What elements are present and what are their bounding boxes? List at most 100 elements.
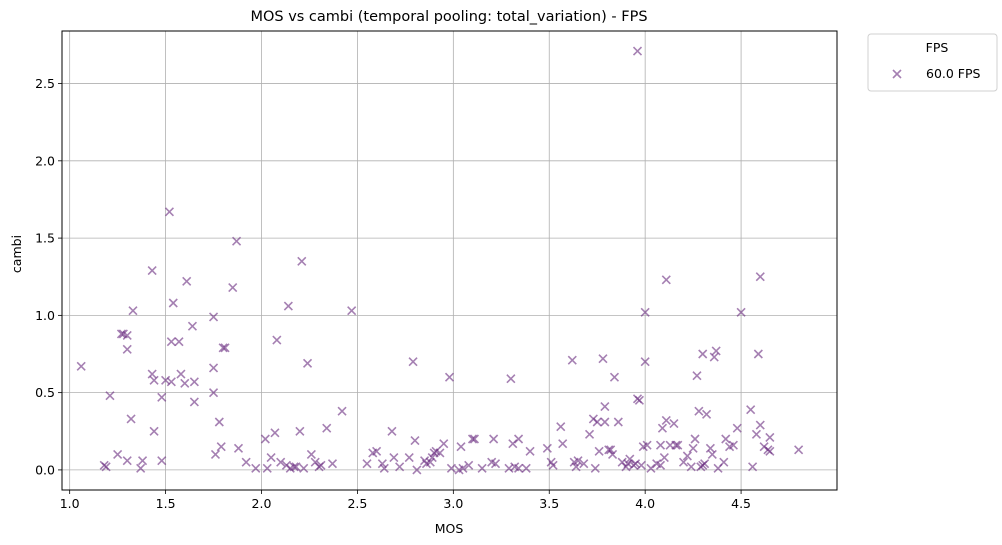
data-point (607, 449, 618, 460)
data-point (122, 344, 132, 354)
data-point (659, 452, 669, 463)
data-point (316, 460, 326, 470)
data-point (755, 272, 765, 282)
chart-title: MOS vs cambi (temporal pooling: total_va… (250, 9, 647, 25)
data-point (425, 457, 435, 467)
data-point (302, 358, 313, 368)
legend-title: FPS (926, 40, 949, 55)
data-point (289, 462, 299, 472)
data-point (571, 462, 581, 472)
y-tick-label: 1.0 (35, 308, 55, 323)
data-point (765, 432, 775, 443)
legend-marker (892, 69, 902, 79)
data-point (291, 462, 301, 472)
data-point (600, 417, 610, 427)
data-point (299, 463, 309, 473)
data-point (542, 443, 552, 453)
data-point (208, 388, 219, 398)
data-point (467, 434, 478, 444)
scatter-points (76, 46, 804, 475)
data-point (389, 452, 399, 463)
data-point (251, 463, 261, 473)
data-point (456, 442, 466, 452)
data-point (157, 392, 167, 402)
data-point (748, 462, 758, 472)
data-point (241, 457, 251, 467)
x-tick-label: 4.5 (731, 496, 751, 511)
data-point (322, 423, 332, 433)
data-point (657, 423, 667, 433)
data-point (600, 401, 610, 412)
data-point (166, 377, 176, 387)
data-point (379, 463, 389, 473)
data-point (272, 335, 282, 345)
data-point (678, 457, 689, 467)
data-point (694, 406, 704, 416)
data-point (260, 434, 270, 444)
data-point (208, 363, 219, 373)
data-point (404, 452, 414, 463)
data-point (435, 448, 445, 458)
data-point (700, 459, 710, 469)
data-point (548, 460, 558, 470)
data-point (634, 395, 644, 405)
data-point (228, 282, 238, 293)
data-point (189, 397, 199, 407)
x-axis: 1.0 1.5 2.0 2.5 3.0 3.5 4.0 4.5 (60, 490, 751, 511)
data-point (506, 374, 516, 384)
data-point (180, 378, 190, 388)
data-point (755, 420, 765, 430)
data-point (671, 440, 681, 450)
y-tick-label: 0.5 (35, 385, 55, 400)
data-point (76, 361, 86, 371)
data-point (728, 440, 738, 450)
data-point (521, 463, 531, 473)
data-point (174, 337, 184, 347)
data-point (513, 463, 524, 473)
data-point (751, 429, 761, 439)
data-point (642, 440, 652, 450)
legend-label: 60.0 FPS (926, 66, 981, 81)
data-point (166, 337, 176, 347)
data-point (698, 349, 708, 359)
data-point (262, 463, 272, 473)
data-point (556, 422, 566, 432)
x-tick-label: 3.0 (443, 496, 463, 511)
data-point (525, 446, 535, 456)
x-tick-label: 2.5 (347, 496, 367, 511)
data-point (189, 377, 199, 387)
data-point (372, 446, 382, 456)
data-point (283, 301, 293, 311)
data-point (337, 406, 347, 416)
data-point (149, 375, 159, 385)
data-point (661, 415, 671, 426)
data-point (136, 463, 146, 473)
y-tick-label: 2.0 (35, 153, 55, 168)
data-point (168, 298, 178, 308)
x-tick-label: 1.0 (60, 496, 80, 511)
data-point (270, 428, 280, 438)
data-point (157, 456, 167, 466)
data-point (306, 449, 316, 460)
data-point (147, 369, 157, 379)
data-point (101, 462, 111, 472)
data-point (147, 265, 157, 276)
data-point (606, 445, 616, 455)
data-point (113, 449, 123, 460)
data-point (297, 256, 307, 266)
data-point (736, 307, 746, 317)
data-point (412, 465, 422, 475)
data-point (126, 414, 136, 424)
data-point (794, 445, 804, 455)
data-point (584, 429, 595, 439)
data-point (220, 343, 230, 353)
data-point (232, 236, 242, 246)
data-point (513, 434, 524, 444)
data-point (377, 459, 387, 469)
data-point (276, 457, 286, 467)
data-point (266, 452, 276, 463)
data-point (187, 321, 198, 331)
data-point (655, 460, 666, 470)
data-point (105, 391, 115, 401)
